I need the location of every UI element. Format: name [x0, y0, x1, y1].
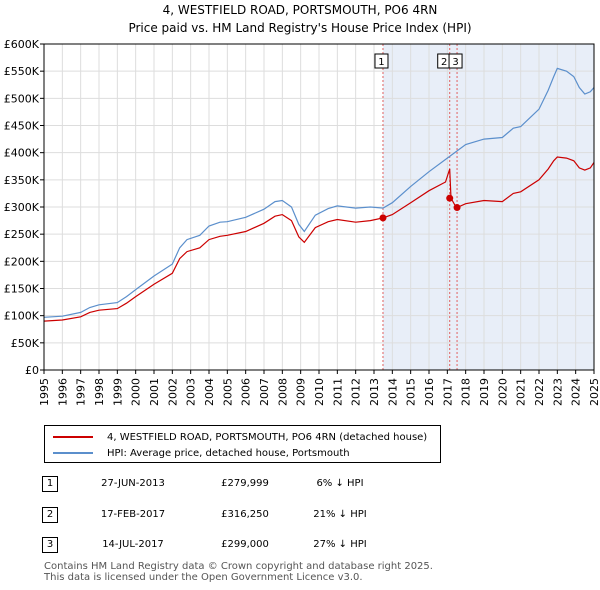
y-tick-label: £350K [4, 174, 40, 187]
x-tick-label: 2005 [221, 378, 234, 406]
x-tick-label: 2007 [258, 378, 271, 406]
x-tick-label: 2010 [313, 378, 326, 406]
legend: 4, WESTFIELD ROAD, PORTSMOUTH, PO6 4RN (… [44, 425, 441, 463]
sale-hpi-diff: 21% ↓ HPI [313, 509, 367, 520]
sale-price: £299,000 [221, 539, 269, 550]
sale-marker-label: 1 [378, 57, 384, 68]
x-axis: 1995 1996 1997 1998 1999 2000 2001 2002 2003 2004… [38, 370, 600, 406]
sale-row-2: 2 17-FEB-2017 £316,250 21% ↓ HPI [0, 507, 600, 527]
y-tick-label: £550K [4, 65, 40, 78]
x-tick-label: 2002 [166, 378, 179, 406]
property-line [43, 156, 595, 322]
legend-swatch-hpi [53, 452, 93, 454]
x-tick-label: 2019 [478, 378, 491, 406]
x-tick-label: 2009 [295, 378, 308, 406]
y-tick-label: £150K [4, 283, 40, 296]
x-tick-label: 2024 [570, 378, 583, 406]
y-tick-label: £600K [4, 38, 40, 51]
sale-number: 3 [42, 537, 58, 553]
x-tick-label: 1998 [93, 378, 106, 406]
sale-point [446, 194, 454, 202]
sale-marker-box [374, 53, 389, 69]
footer: Contains HM Land Registry data © Crown c… [44, 561, 433, 583]
sale-point [453, 204, 461, 212]
x-tick-label: 2016 [423, 378, 436, 406]
legend-item-hpi: HPI: Average price, detached house, Port… [53, 446, 350, 460]
x-tick-label: 2021 [515, 378, 528, 406]
x-tick-label: 2012 [350, 378, 363, 406]
y-tick-label: £250K [4, 228, 40, 241]
sale-hpi-diff: 27% ↓ HPI [313, 539, 367, 550]
price-chart: £0 £50K £100K £150K £200K £250K £300K £350K £400… [4, 38, 600, 406]
sale-date: 27-JUN-2013 [101, 478, 165, 489]
sale-number: 1 [42, 476, 58, 492]
sale-date: 14-JUL-2017 [102, 539, 164, 550]
x-tick-label: 2018 [460, 378, 473, 406]
x-tick-label: 2013 [368, 378, 381, 406]
y-tick-label: £100K [4, 310, 40, 323]
x-tick-label: 2003 [185, 378, 198, 406]
y-axis: £0 £50K £100K £150K £200K £250K £300K £350K £400… [4, 38, 44, 377]
x-tick-label: 1999 [111, 378, 124, 406]
x-tick-label: 2015 [405, 378, 418, 406]
y-tick-label: £200K [4, 255, 40, 268]
footer-licence: This data is licensed under the Open Gov… [44, 572, 363, 583]
legend-item-property: 4, WESTFIELD ROAD, PORTSMOUTH, PO6 4RN (… [53, 430, 427, 444]
plot-frame [43, 43, 595, 371]
footer-copyright: Contains HM Land Registry data © Crown c… [44, 561, 433, 572]
x-tick-label: 2025 [588, 378, 600, 406]
sale-date: 17-FEB-2017 [100, 509, 166, 520]
x-tick-label: 2023 [551, 378, 564, 406]
x-tick-label: 2022 [533, 378, 546, 406]
sale-price: £316,250 [221, 509, 269, 520]
sale-marker-label: 2 [441, 57, 447, 68]
y-tick-label: £400K [4, 147, 40, 160]
x-tick-label: 2011 [331, 378, 344, 406]
y-tick-label: £300K [4, 201, 40, 214]
sale-marker-box [448, 53, 463, 69]
x-tick-label: 1995 [38, 378, 51, 406]
x-tick-label: 2001 [148, 378, 161, 406]
sale-price: £279,999 [221, 478, 269, 489]
chart-subtitle: Price paid vs. HM Land Registry's House … [128, 21, 472, 35]
x-tick-label: 2014 [386, 378, 399, 406]
sale-point [379, 214, 387, 222]
y-tick-label: £50K [11, 337, 40, 350]
legend-swatch-property [53, 436, 93, 438]
sale-row-1: 1 27-JUN-2013 £279,999 6% ↓ HPI [0, 476, 600, 496]
y-tick-label: £0 [25, 364, 39, 377]
hpi-line [43, 67, 595, 318]
chart-title: 4, WESTFIELD ROAD, PORTSMOUTH, PO6 4RN [162, 3, 438, 17]
y-tick-label: £450K [4, 120, 40, 133]
x-tick-label: 1996 [56, 378, 69, 406]
sale-row-3: 3 14-JUL-2017 £299,000 27% ↓ HPI [0, 537, 600, 557]
legend-label-hpi: HPI: Average price, detached house, Port… [107, 447, 350, 459]
x-tick-label: 1997 [75, 378, 88, 406]
sale-marker-label: 3 [452, 57, 458, 68]
y-tick-label: £500K [4, 92, 40, 105]
x-tick-label: 2000 [130, 378, 143, 406]
x-tick-label: 2017 [441, 378, 454, 406]
legend-label-property: 4, WESTFIELD ROAD, PORTSMOUTH, PO6 4RN (… [107, 431, 428, 443]
sale-hpi-diff: 6% ↓ HPI [316, 478, 364, 489]
sale-number: 2 [42, 507, 58, 523]
x-tick-label: 2008 [276, 378, 289, 406]
x-tick-label: 2004 [203, 378, 216, 406]
x-tick-label: 2020 [496, 378, 509, 406]
x-tick-label: 2006 [240, 378, 253, 406]
